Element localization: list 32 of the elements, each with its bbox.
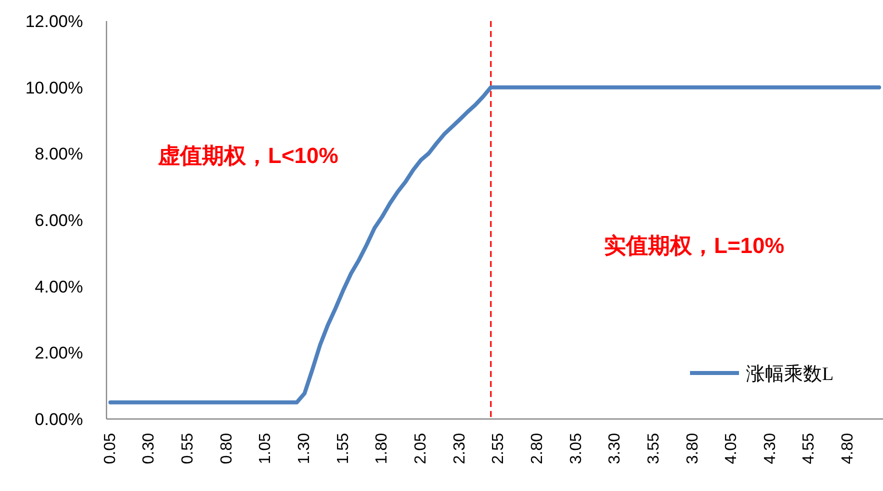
- y-tick-label: 2.00%: [34, 344, 83, 363]
- x-tick-label: 2.80: [528, 432, 546, 464]
- x-tick-label: 1.30: [296, 432, 314, 464]
- x-tick-label: 2.05: [412, 432, 430, 464]
- x-tick-label: 3.80: [684, 432, 702, 464]
- line-series: [108, 85, 882, 404]
- x-tick-label: 1.55: [334, 432, 352, 464]
- x-tick-label: 1.05: [257, 432, 274, 464]
- y-tick-label: 6.00%: [34, 211, 83, 230]
- y-tick-label: 0.00%: [34, 410, 83, 429]
- x-tick-label: 2.30: [451, 432, 468, 464]
- x-tick-label: 4.55: [800, 432, 818, 464]
- y-tick-label: 4.00%: [34, 277, 83, 296]
- y-tick-label: 10.00%: [25, 78, 83, 98]
- x-tick-label: 0.05: [102, 432, 119, 464]
- legend-label: 涨幅乘数L: [746, 364, 834, 385]
- x-tick-label: 0.55: [180, 432, 197, 464]
- x-tick-label: 1.80: [374, 432, 391, 464]
- x-tick-label: 2.55: [490, 432, 508, 464]
- y-tick-label: 12.00%: [25, 12, 83, 31]
- x-tick-label: 4.80: [840, 432, 857, 464]
- x-tick-label: 3.05: [568, 432, 585, 464]
- legend: 涨幅乘数L: [690, 364, 834, 385]
- x-tick-label: 4.05: [723, 432, 740, 464]
- x-tick-label: 3.55: [645, 432, 662, 464]
- annotation: 实值期权，L=10%: [604, 233, 784, 258]
- x-tick-label: 0.80: [218, 432, 236, 464]
- x-tick-label: 3.30: [606, 432, 624, 464]
- x-tick-label: 0.30: [140, 432, 158, 464]
- y-tick-label: 8.00%: [34, 144, 83, 164]
- annotation: 虚值期权，L<10%: [157, 143, 338, 168]
- x-tick-label: 4.30: [762, 432, 779, 464]
